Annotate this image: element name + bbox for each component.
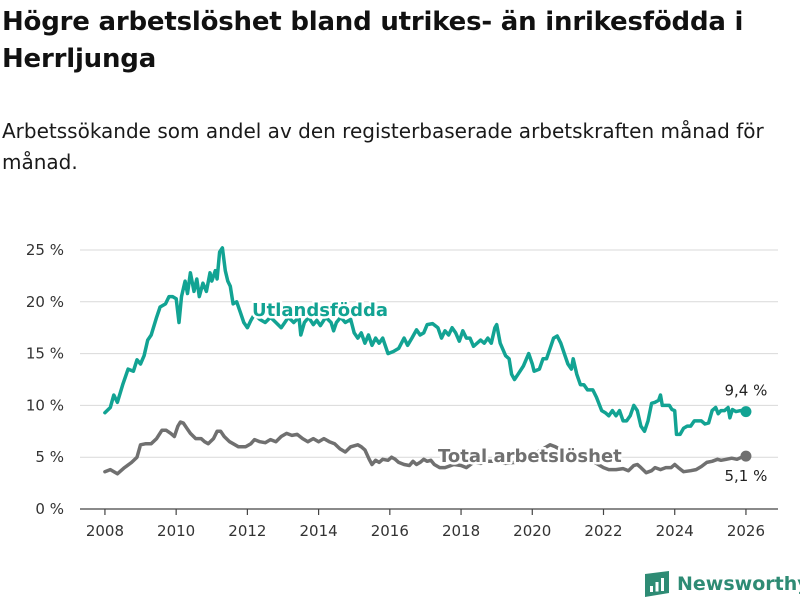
end-value-label-total: 5,1 % bbox=[725, 467, 768, 485]
series-label-utlandsfodda: Utlandsfödda bbox=[252, 300, 388, 321]
series-line-total bbox=[103, 420, 748, 476]
y-axis: 0 % 5 % 10 % 15 % 20 % 25 % bbox=[26, 241, 64, 518]
x-tick-label: 2018 bbox=[442, 522, 480, 540]
series-lines bbox=[103, 246, 752, 476]
x-tick-label: 2008 bbox=[86, 522, 124, 540]
x-tick-label: 2012 bbox=[228, 522, 266, 540]
y-tick-label: 15 % bbox=[26, 345, 64, 363]
x-tick-label: 2024 bbox=[656, 522, 694, 540]
newsworthy-brand: Newsworthy bbox=[645, 570, 800, 598]
y-tick-label: 5 % bbox=[35, 448, 64, 466]
series-labels: Utlandsfödda Total arbetslöshet 9,4 % 5,1 % bbox=[250, 298, 768, 486]
end-value-label-utlandsfodda: 9,4 % bbox=[725, 382, 768, 400]
y-tick-label: 25 % bbox=[26, 241, 64, 259]
x-tick-label: 2014 bbox=[300, 522, 338, 540]
series-endpoint-utlandsfodda bbox=[740, 406, 752, 418]
y-tick-label: 0 % bbox=[35, 500, 64, 518]
x-tick-label: 2026 bbox=[727, 522, 765, 540]
x-tick-label: 2020 bbox=[513, 522, 551, 540]
series-line-utlandsfodda bbox=[103, 246, 748, 437]
y-tick-label: 20 % bbox=[26, 293, 64, 311]
series-endpoint-total bbox=[740, 450, 752, 462]
bar-chart-logo-icon bbox=[645, 571, 669, 597]
brand-name: Newsworthy bbox=[677, 573, 800, 595]
x-tick-label: 2022 bbox=[584, 522, 622, 540]
chart-subtitle: Arbetssökande som andel av den registerb… bbox=[2, 119, 764, 174]
x-axis: 2008 2010 2012 2014 2016 2018 2020 2022 2024 2026 bbox=[86, 509, 765, 540]
chart-title: Högre arbetslöshet bland utrikes- än inr… bbox=[2, 7, 744, 74]
y-tick-label: 10 % bbox=[26, 396, 64, 414]
x-tick-label: 2016 bbox=[371, 522, 409, 540]
x-tick-label: 2010 bbox=[157, 522, 195, 540]
series-label-total: Total arbetslöshet bbox=[438, 446, 622, 467]
